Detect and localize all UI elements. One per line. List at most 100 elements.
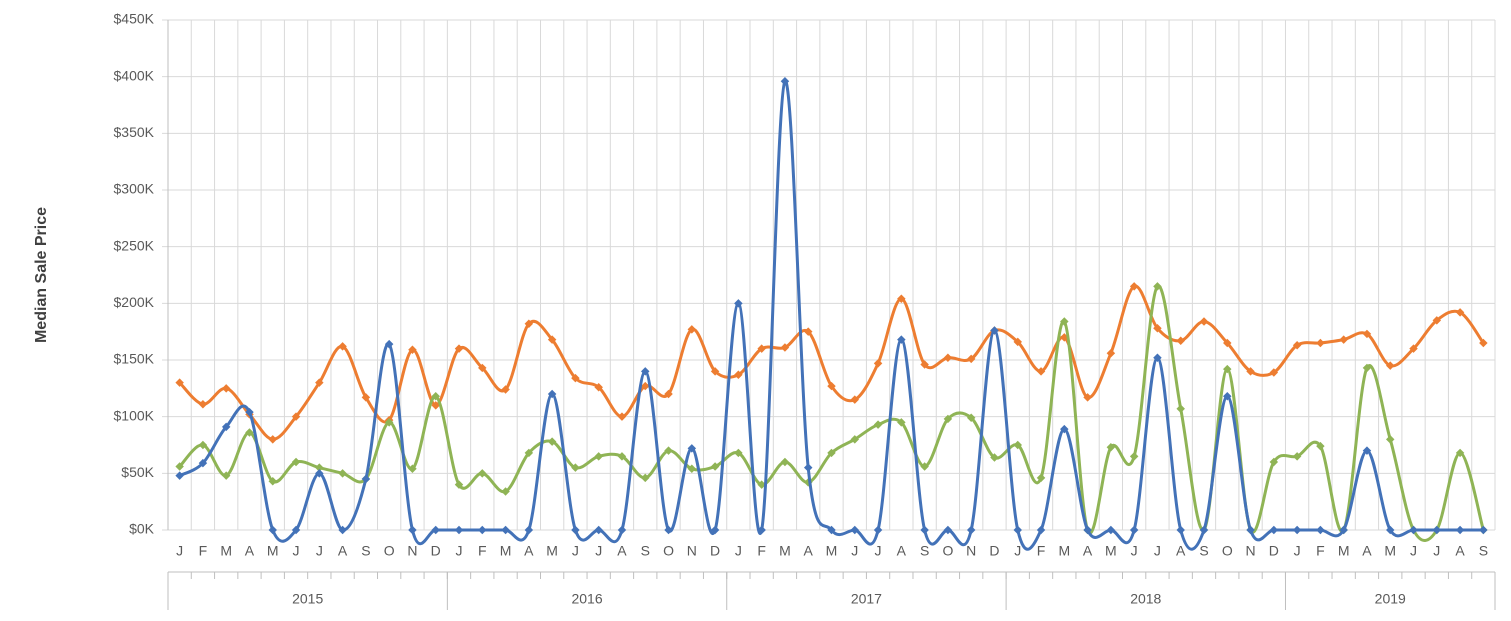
x-tick-label: A bbox=[524, 543, 534, 559]
x-tick-label: S bbox=[641, 543, 650, 559]
point-marker bbox=[710, 462, 720, 471]
x-tick-label: J bbox=[572, 543, 579, 559]
point-marker bbox=[710, 367, 720, 376]
point-marker bbox=[1339, 525, 1348, 535]
y-tick-label: $400K bbox=[114, 67, 155, 83]
point-marker bbox=[641, 381, 650, 391]
point-marker bbox=[943, 414, 953, 424]
point-marker bbox=[1409, 525, 1418, 535]
point-marker bbox=[1362, 363, 1372, 373]
point-marker bbox=[1409, 344, 1418, 353]
point-marker bbox=[594, 452, 603, 461]
point-marker bbox=[315, 378, 324, 387]
point-marker bbox=[1455, 448, 1465, 458]
point-marker bbox=[873, 420, 883, 429]
x-tick-label: J bbox=[1294, 543, 1301, 559]
point-marker bbox=[454, 480, 464, 489]
point-marker bbox=[198, 458, 208, 468]
x-tick-label: M bbox=[1384, 543, 1396, 559]
y-tick-label: $50K bbox=[121, 464, 154, 480]
point-marker bbox=[1013, 525, 1022, 535]
point-marker bbox=[1176, 336, 1185, 345]
point-marker bbox=[198, 440, 208, 450]
y-tick-label: $250K bbox=[114, 237, 155, 253]
point-marker bbox=[1199, 525, 1209, 535]
series-line bbox=[178, 79, 1484, 551]
point-marker bbox=[617, 452, 627, 461]
point-marker bbox=[594, 382, 603, 392]
point-marker bbox=[734, 370, 743, 379]
x-tick-label: F bbox=[1316, 543, 1325, 559]
point-marker bbox=[384, 339, 394, 349]
point-marker bbox=[664, 389, 673, 399]
point-marker bbox=[1223, 338, 1232, 348]
x-tick-label: A bbox=[897, 543, 907, 559]
point-marker bbox=[1153, 324, 1162, 333]
point-marker bbox=[1129, 525, 1139, 535]
point-marker bbox=[1246, 367, 1255, 376]
point-marker bbox=[641, 367, 650, 376]
x-tick-label: J bbox=[316, 543, 323, 559]
point-marker bbox=[664, 446, 673, 455]
x-tick-label: J bbox=[735, 543, 742, 559]
y-tick-label: $100K bbox=[114, 407, 155, 423]
point-marker bbox=[710, 525, 720, 535]
point-marker bbox=[594, 525, 603, 535]
point-marker bbox=[175, 378, 184, 387]
x-tick-label: M bbox=[220, 543, 232, 559]
point-marker bbox=[221, 384, 231, 393]
point-marker bbox=[571, 463, 580, 472]
point-marker bbox=[897, 418, 906, 427]
y-tick-label: $450K bbox=[114, 11, 155, 27]
x-tick-label: A bbox=[1455, 543, 1465, 559]
point-marker bbox=[291, 457, 301, 467]
point-marker bbox=[245, 407, 254, 417]
point-marker bbox=[1129, 452, 1139, 461]
point-marker bbox=[245, 428, 254, 437]
x-tick-label: F bbox=[757, 543, 766, 559]
point-marker bbox=[850, 395, 860, 404]
x-tick-label: J bbox=[595, 543, 602, 559]
point-marker bbox=[547, 437, 557, 446]
point-marker bbox=[1479, 338, 1488, 348]
x-tick-label: D bbox=[710, 543, 720, 559]
point-marker bbox=[873, 525, 883, 535]
group-label: 2019 bbox=[1375, 591, 1406, 607]
x-tick-label: A bbox=[1176, 543, 1186, 559]
x-tick-label: M bbox=[1058, 543, 1070, 559]
point-marker bbox=[547, 389, 557, 399]
point-marker bbox=[384, 418, 394, 427]
point-marker bbox=[1106, 525, 1116, 535]
point-marker bbox=[268, 435, 278, 444]
point-marker bbox=[1339, 335, 1348, 344]
point-marker bbox=[454, 344, 464, 353]
point-marker bbox=[1083, 393, 1092, 402]
x-tick-label: S bbox=[1199, 543, 1208, 559]
point-marker bbox=[803, 327, 813, 336]
point-marker bbox=[1432, 316, 1442, 325]
point-marker bbox=[408, 464, 417, 474]
point-marker bbox=[361, 393, 371, 402]
point-marker bbox=[291, 525, 301, 535]
point-marker bbox=[943, 353, 953, 362]
point-marker bbox=[1362, 446, 1372, 455]
point-marker bbox=[1036, 525, 1046, 535]
x-tick-label: N bbox=[687, 543, 697, 559]
point-marker bbox=[1292, 452, 1302, 461]
point-marker bbox=[478, 363, 487, 373]
point-marker bbox=[501, 487, 510, 496]
y-tick-label: $300K bbox=[114, 181, 155, 197]
point-marker bbox=[175, 462, 184, 471]
group-label: 2018 bbox=[1130, 591, 1161, 607]
point-marker bbox=[1129, 282, 1139, 291]
x-tick-label: A bbox=[617, 543, 627, 559]
point-marker bbox=[1269, 525, 1279, 535]
point-marker bbox=[943, 525, 953, 535]
x-tick-label: F bbox=[199, 543, 208, 559]
point-marker bbox=[1060, 317, 1069, 326]
point-marker bbox=[1013, 337, 1022, 347]
x-tick-label: A bbox=[804, 543, 814, 559]
point-marker bbox=[1176, 404, 1185, 413]
point-marker bbox=[524, 448, 534, 458]
